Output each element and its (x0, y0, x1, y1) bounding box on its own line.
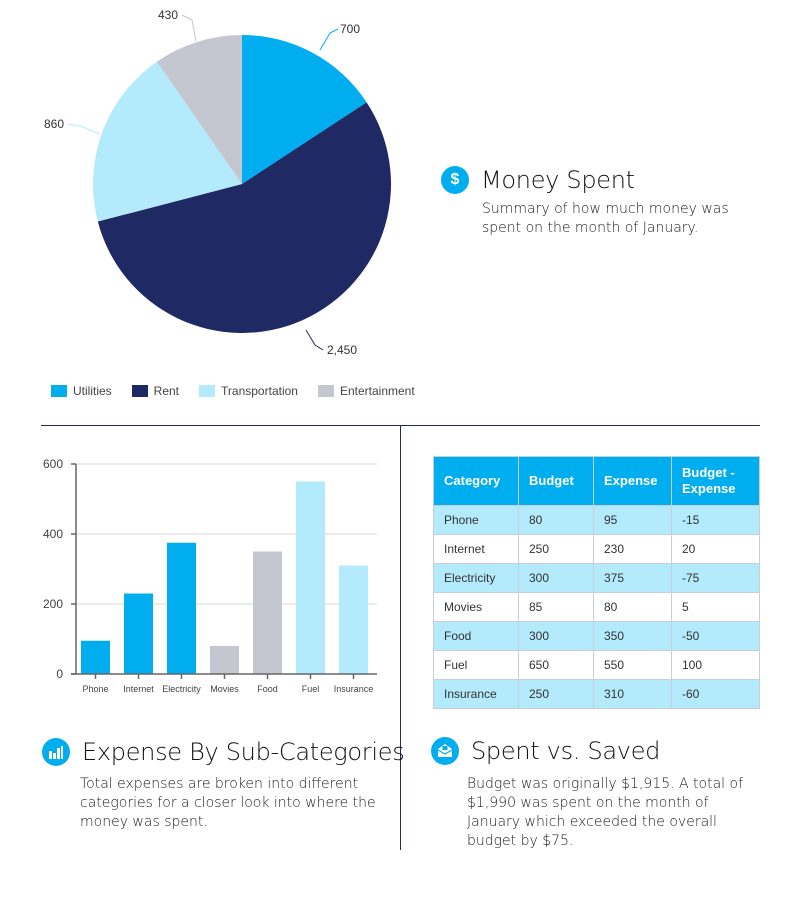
table-header-row: Category Budget Expense Budget - Expense (433, 456, 760, 506)
x-tick-label: Internet (123, 684, 154, 694)
table-cell: 250 (518, 534, 594, 564)
table-cell: Internet (433, 534, 519, 564)
bar-food (253, 551, 282, 674)
header-expense: Expense (593, 456, 672, 506)
legend-swatch (131, 385, 148, 397)
header-category: Category (433, 456, 519, 506)
table-row: Insurance 250 310 -60 (433, 679, 760, 709)
money-spent-description: Summary of how much money was spent on t… (482, 201, 729, 236)
legend-swatch (51, 385, 67, 397)
pie-legend: Utilities Rent Transportation Entertainm… (51, 384, 435, 398)
bar-phone (81, 640, 110, 674)
table-cell: 300 (518, 621, 594, 651)
header-budget: Budget (518, 456, 594, 506)
table-cell: Electricity (433, 563, 519, 593)
header-budget-minus-expense: Budget - Expense (671, 456, 760, 506)
pie-data-label: 700 (340, 22, 360, 36)
expense-sub-title: Expense By Sub-Categories (82, 738, 405, 766)
expense-sub-description: Total expenses are broken into different… (80, 776, 376, 830)
spent-saved-description: Budget was originally $1,915. A total of… (467, 776, 743, 849)
table-cell: 100 (671, 650, 760, 680)
table-cell: -75 (671, 563, 760, 593)
table-cell: 95 (593, 505, 672, 535)
vertical-divider (400, 425, 401, 850)
table-row: Internet 250 230 20 (433, 534, 760, 564)
pie-slice-rent (97, 102, 391, 333)
pie-slice-entertainment (156, 35, 242, 184)
legend-item-utilities: Utilities (51, 384, 112, 398)
x-tick-label: Movies (210, 684, 239, 694)
table-cell: 5 (671, 592, 760, 622)
table-cell: 310 (593, 679, 672, 709)
table-cell: 350 (593, 621, 672, 651)
pie-leader-line (319, 28, 339, 51)
pie-leader-line (67, 123, 101, 135)
x-tick-label: Fuel (302, 684, 320, 694)
table-row: Fuel 650 550 100 (433, 650, 760, 680)
legend-label: Rent (153, 384, 180, 398)
pie-leader-line (305, 329, 324, 351)
table-cell: 20 (671, 534, 760, 564)
table-cell: 300 (518, 563, 594, 593)
legend-swatch (317, 385, 334, 397)
table-cell: 375 (593, 563, 672, 593)
pie-data-label: 860 (44, 117, 64, 131)
bar-chart: 0 200 400 600 Phone Internet Electricity Movies… (43, 457, 377, 694)
table-cell: 80 (593, 592, 672, 622)
spent-saved-title: Spent vs. Saved (471, 737, 661, 765)
y-tick-label: 200 (43, 597, 63, 611)
pie-data-label: 430 (158, 8, 178, 22)
legend-swatch (199, 385, 216, 397)
spent-saved-heading: Spent vs. Saved (431, 737, 660, 765)
money-spent-title: Money Spent (481, 166, 635, 194)
table-cell: 650 (518, 650, 594, 680)
table-row: Phone 80 95 -15 (433, 505, 760, 535)
legend-label: Transportation (221, 384, 298, 398)
table-cell: -60 (671, 679, 760, 709)
bar-insurance (339, 565, 368, 674)
legend-label: Entertainment (339, 384, 415, 398)
table-cell: Food (433, 621, 519, 651)
pie-chart: 700 2,450 860 430 (44, 8, 391, 357)
budget-table: Category Budget Expense Budget - Expense… (433, 456, 760, 709)
table-row: Food 300 350 -50 (433, 621, 760, 651)
y-tick-label: 400 (43, 527, 63, 541)
x-tick-label: Electricity (162, 684, 201, 694)
expense-sub-heading: Expense By Sub-Categories (42, 738, 405, 766)
pie-data-label: 2,450 (327, 343, 357, 357)
pie-slice-utilities (242, 35, 367, 184)
pie-leader-line (181, 14, 197, 42)
table-cell: Phone (433, 505, 519, 535)
table-cell: 250 (518, 679, 594, 709)
legend-item-transportation: Transportation (199, 384, 298, 398)
dollar-icon: $ (441, 166, 469, 194)
bar-chart-icon (42, 738, 70, 766)
bar-electricity (167, 542, 196, 674)
x-tick-label: Phone (82, 684, 108, 694)
table-cell: 230 (593, 534, 672, 564)
table-cell: Fuel (433, 650, 519, 680)
envelope-icon (431, 737, 459, 765)
y-tick-label: 600 (43, 457, 63, 471)
y-tick-label: 0 (56, 667, 63, 681)
table-row: Movies 85 80 5 (433, 592, 760, 622)
table-cell: -15 (671, 505, 760, 535)
legend-label: Utilities (73, 384, 112, 398)
bar-fuel (296, 481, 325, 674)
table-cell: -50 (671, 621, 760, 651)
table-cell: Movies (433, 592, 519, 622)
legend-item-entertainment: Entertainment (317, 384, 415, 398)
legend-item-rent: Rent (131, 384, 180, 398)
table-cell: Insurance (433, 679, 519, 709)
table-row: Electricity 300 375 -75 (433, 563, 760, 593)
table-cell: 80 (518, 505, 594, 535)
money-spent-heading: $ Money Spent (441, 166, 635, 194)
x-tick-label: Food (257, 684, 278, 694)
pie-slice-transportation (93, 61, 243, 222)
table-cell: 550 (593, 650, 672, 680)
x-tick-label: Insurance (334, 684, 374, 694)
bar-movies (210, 646, 239, 674)
table-cell: 85 (518, 592, 594, 622)
bar-internet (124, 593, 153, 674)
